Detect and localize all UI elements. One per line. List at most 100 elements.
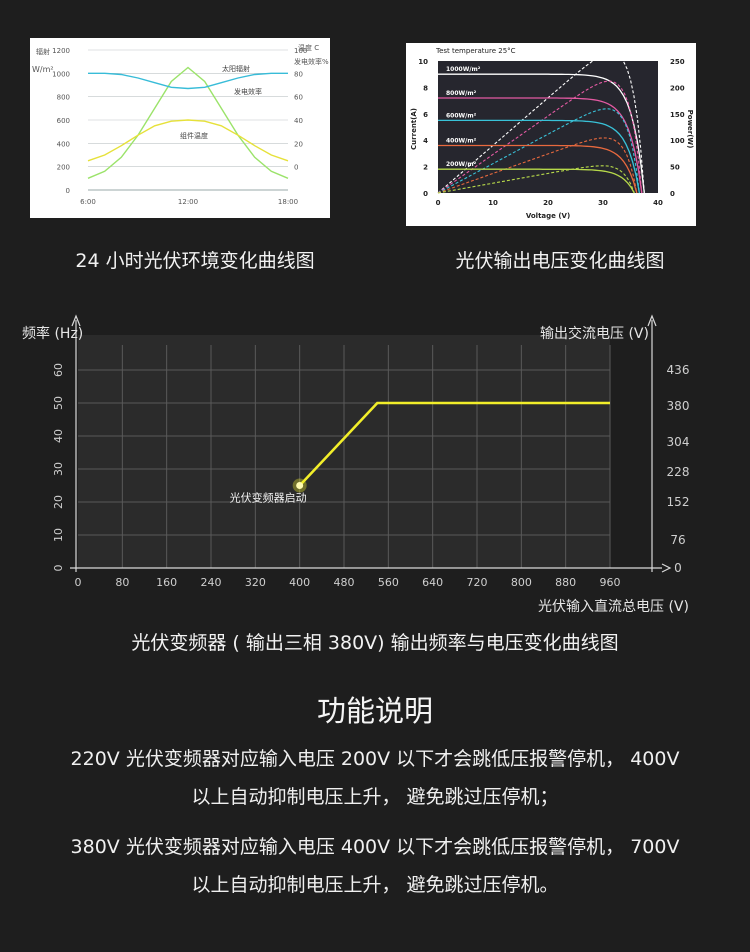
c3-y-right-tick: 76 — [670, 533, 685, 547]
c2-series-label: 800W/m² — [446, 90, 477, 97]
c3-x-tick: 80 — [115, 576, 129, 589]
c2-y-left-tick: 8 — [423, 84, 428, 92]
c1-y-right-tick: 60 — [294, 94, 303, 102]
c3-y-right-tick: 304 — [667, 435, 690, 449]
frequency-voltage-chart: 0 80 160 240 320 400 480 560 640 720 800 880 9600102… — [22, 314, 690, 615]
chart3-caption: 光伏变频器 ( 输出三相 380V) 输出频率与电压变化曲线图 — [131, 632, 619, 654]
c2-y-right-tick: 150 — [670, 111, 685, 119]
c2-y-right-label: Power(W) — [686, 110, 694, 149]
c1-x-tick: 18:00 — [278, 198, 298, 206]
c1-y-left-tick: 200 — [57, 164, 70, 172]
c2-y-left-tick: 6 — [423, 111, 428, 119]
c1-x-tick: 6:00 — [80, 198, 96, 206]
c3-y-left-tick: 50 — [52, 396, 65, 410]
c3-y-left-tick: 20 — [52, 495, 65, 509]
c3-y-right-arrow — [647, 314, 657, 327]
c2-title: Test temperature 25°C — [435, 47, 516, 55]
c3-x-label: 光伏输入直流总电压 (V) — [538, 598, 689, 615]
para1-line2: 以上自动抑制电压上升， 避免跳过压停机； — [191, 786, 559, 808]
c2-iv-curve — [438, 168, 635, 194]
c2-y-right-tick: 200 — [670, 84, 685, 92]
c3-annotation: 光伏变频器启动 — [230, 491, 307, 505]
c1-y-left-unit: W/m² — [32, 65, 54, 74]
section-title: 功能说明 — [316, 694, 433, 728]
c1-series-line — [88, 72, 288, 90]
para1-line1: 220V 光伏变频器对应输入电压 200V 以下才会跳低压报警停机， 400V — [70, 748, 680, 770]
c3-x-tick: 480 — [334, 576, 355, 589]
c1-y-right-tick: 20 — [294, 140, 303, 148]
c3-y-left-tick: 60 — [52, 363, 65, 377]
c2-y-left-label: Current(A) — [410, 108, 418, 150]
c2-y-left-tick: 4 — [423, 137, 428, 145]
c1-y-right-tick: 0 — [294, 164, 298, 172]
c2-x-tick: 10 — [488, 199, 498, 207]
c3-x-tick: 720 — [467, 576, 488, 589]
c3-y-left-label: 频率 (Hz) — [22, 325, 83, 342]
c2-x-label: Voltage (V) — [526, 212, 570, 220]
c1-y-left-tick: 1000 — [52, 70, 70, 78]
c3-x-tick: 640 — [422, 576, 443, 589]
c3-y-right-tick: 228 — [667, 465, 690, 479]
c3-x-arrow — [661, 563, 672, 573]
c3-y-right-label: 输出交流电压 (V) — [540, 325, 649, 342]
chart1-caption: 24 小时光伏环境变化曲线图 — [75, 250, 315, 272]
c3-y-right-tick: 380 — [667, 399, 690, 413]
c3-y-left-tick: 30 — [52, 462, 65, 476]
c2-series-label: 600W/m² — [446, 112, 477, 119]
c1-y-right-label2: 发电效率% — [294, 57, 329, 66]
c1-series-label: 发电效率 — [234, 87, 262, 96]
c2-y-right-tick: 250 — [670, 58, 685, 66]
c3-x-tick: 320 — [245, 576, 266, 589]
c1-y-left-label: 辐射 — [36, 47, 50, 56]
c2-x-tick: 0 — [436, 199, 441, 207]
c2-power-curve — [437, 52, 645, 194]
c2-iv-curve — [438, 97, 643, 194]
c3-start-point — [296, 482, 304, 489]
c2-series-label: 1000W/m² — [446, 66, 481, 73]
c3-x-tick: 160 — [156, 576, 177, 589]
c3-x-tick: 880 — [555, 576, 576, 589]
c2-power-curve — [437, 137, 638, 194]
c3-y-left-tick: 0 — [52, 565, 65, 572]
c3-x-tick: 800 — [511, 576, 532, 589]
c2-y-left-tick: 0 — [423, 190, 428, 198]
c3-frequency-line — [298, 401, 610, 487]
c1-x-tick: 12:00 — [178, 198, 198, 206]
c3-y-left-tick: 40 — [52, 429, 65, 443]
c3-y-right-tick: 0 — [674, 561, 682, 575]
c3-x-tick: 240 — [201, 576, 222, 589]
c2-x-tick: 30 — [598, 199, 608, 207]
c3-y-right-tick: 152 — [667, 495, 690, 509]
c2-x-tick: 20 — [543, 199, 553, 207]
c1-series-label: 组件温度 — [180, 131, 208, 140]
c1-y-left-tick: 0 — [66, 187, 70, 195]
c1-series-line — [87, 66, 289, 179]
para2-line1: 380V 光伏变频器对应输入电压 400V 以下才会跳低压报警停机， 700V — [70, 836, 680, 858]
c1-y-right-tick: 80 — [294, 70, 303, 78]
c2-power-curve — [437, 165, 635, 194]
c2-iv-curve — [438, 144, 638, 194]
description-paragraph-2: 380V 光伏变频器对应输入电压 400V 以下才会跳低压报警停机， 700V … — [30, 828, 720, 904]
c3-y-left-tick: 10 — [52, 528, 65, 542]
c2-series-label: 400W/m² — [446, 137, 477, 144]
c2-series-label: 200W/m² — [446, 161, 477, 168]
c1-series-line — [87, 119, 289, 162]
c2-x-tick: 40 — [653, 199, 663, 207]
description-paragraph-1: 220V 光伏变频器对应输入电压 200V 以下才会跳低压报警停机， 400V … — [30, 740, 720, 816]
c3-y-right-tick: 436 — [667, 363, 690, 377]
c3-x-tick: 400 — [289, 576, 310, 589]
c1-y-right-label: 温度 C — [298, 43, 319, 52]
c2-iv-curve — [438, 119, 641, 194]
c3-x-tick: 960 — [600, 576, 621, 589]
c1-y-left-tick: 600 — [57, 117, 70, 125]
c1-y-left-tick: 800 — [57, 94, 70, 102]
chart2-caption: 光伏输出电压变化曲线图 — [455, 250, 665, 272]
c1-y-left-tick: 1200 — [52, 47, 70, 55]
solar-environment-chart: 0 200 400 600 800 1000 1200 0 20 40 60 80 100 6:00 12:… — [30, 38, 330, 218]
c2-y-right-tick: 50 — [670, 164, 680, 172]
c2-y-left-tick: 10 — [418, 58, 428, 66]
c2-y-right-tick: 100 — [670, 137, 685, 145]
c1-y-right-tick: 40 — [294, 117, 303, 125]
c2-y-left-tick: 2 — [423, 164, 428, 172]
